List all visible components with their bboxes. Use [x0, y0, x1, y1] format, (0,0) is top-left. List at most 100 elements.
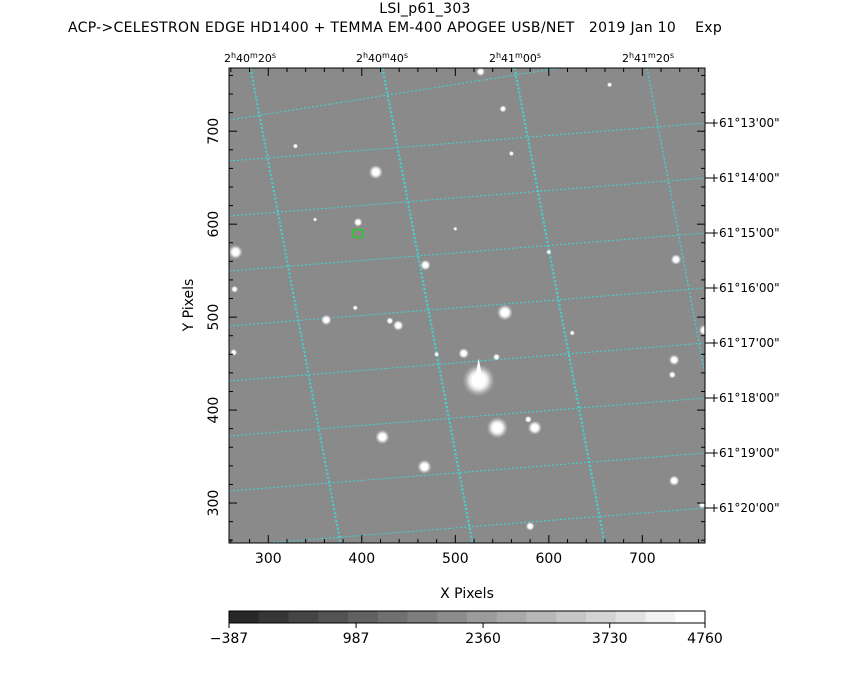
- plot-frame: [228, 67, 706, 544]
- dec-tick-label: +61°15'00": [709, 226, 780, 240]
- star: [392, 320, 404, 331]
- star: [499, 105, 507, 113]
- y-tick-label: 300: [206, 490, 222, 517]
- ra-tick-label: 2h41m00s: [489, 51, 541, 65]
- colorbar-step: [645, 611, 676, 623]
- star: [524, 415, 532, 423]
- colorbar-step: [615, 611, 646, 623]
- dec-grid-line: [229, 342, 705, 382]
- ra-grid-line: [779, 68, 850, 543]
- image-area: [229, 68, 705, 543]
- ra-tick-label: 2h40m40s: [356, 51, 408, 65]
- colorbar-step: [288, 611, 319, 623]
- star: [368, 164, 384, 180]
- colorbar-step: [229, 611, 260, 623]
- dec-tick-label: +61°14'00": [709, 171, 780, 185]
- colorbar-step: [437, 611, 468, 623]
- star: [668, 354, 680, 366]
- x-axis: 300 400 500 600 700: [230, 68, 699, 567]
- colorbar-step: [348, 611, 379, 623]
- star: [569, 330, 575, 336]
- y-tick-label: 700: [206, 118, 222, 145]
- star: [668, 475, 680, 487]
- y-tick-label: 500: [206, 304, 222, 331]
- colorbar-step: [526, 611, 557, 623]
- colorbar-step: [377, 611, 408, 623]
- star: [606, 82, 613, 88]
- dec-tick-label: +61°17'00": [709, 336, 780, 350]
- star-field: [229, 68, 705, 531]
- dec-grid-line: [229, 122, 705, 162]
- x-tick-label: 300: [255, 551, 282, 567]
- star: [462, 364, 495, 397]
- star: [419, 259, 431, 271]
- x-tick-label: 600: [535, 551, 562, 567]
- ra-tick-label: 2h41m20s: [622, 51, 674, 65]
- star: [375, 429, 390, 445]
- x-tick-label: 400: [348, 551, 375, 567]
- star: [320, 314, 332, 326]
- dec-grid-line: [229, 452, 705, 492]
- star: [698, 324, 705, 336]
- ra-grid-line: [646, 68, 705, 377]
- star: [668, 371, 676, 379]
- x-tick-label: 700: [629, 551, 656, 567]
- colorbar-step: [496, 611, 527, 623]
- star: [546, 249, 552, 255]
- target-marker: [352, 228, 364, 239]
- colorbar-step: [407, 611, 438, 623]
- colorbar-step: [467, 611, 498, 623]
- dec-grid-line: [260, 507, 705, 543]
- image-background: [229, 68, 705, 543]
- colorbar-step: [675, 611, 706, 623]
- dec-axis: +61°13'00" +61°14'00" +61°15'00" +61°16'00"…: [705, 116, 780, 515]
- star: [496, 304, 513, 321]
- star: [230, 348, 238, 357]
- colorbar-tick-label: 987: [343, 631, 370, 647]
- chart-title: LSI_p61_303: [379, 1, 471, 17]
- y-tick-label: 400: [206, 397, 222, 424]
- dec-tick-label: +61°16'00": [709, 281, 780, 295]
- star: [352, 305, 358, 311]
- star: [486, 416, 509, 439]
- star: [525, 521, 535, 531]
- colorbar-step: [586, 611, 617, 623]
- star: [417, 459, 432, 474]
- star: [433, 351, 440, 358]
- coordinate-grid: [229, 68, 850, 543]
- star: [527, 420, 542, 435]
- star: [231, 285, 239, 293]
- ra-grid-line: [514, 68, 606, 543]
- star: [492, 353, 501, 361]
- star: [458, 347, 470, 359]
- ra-grid-line: [513, 68, 605, 543]
- dec-grid-line: [229, 397, 705, 437]
- star: [670, 254, 682, 265]
- star-spike: [475, 358, 482, 375]
- star: [229, 244, 243, 260]
- star: [312, 217, 318, 222]
- x-tick-label: 500: [442, 551, 469, 567]
- ra-axis: 2h40m20s 2h40m40s 2h41m00s 2h41m20s: [224, 51, 674, 65]
- colorbar-step: [318, 611, 349, 623]
- colorbar-step: [556, 611, 587, 623]
- star: [353, 217, 363, 227]
- star: [292, 143, 299, 149]
- star: [386, 317, 394, 325]
- star: [453, 226, 458, 231]
- star: [476, 68, 486, 77]
- dec-tick-label: +61°20'00": [709, 501, 780, 515]
- colorbar-tick-label: −387: [210, 631, 248, 647]
- colorbar-step: [258, 611, 289, 623]
- x-axis-label: X Pixels: [440, 586, 494, 602]
- chart-subtitle: ACP->CELESTRON EDGE HD1400 + TEMMA EM-40…: [68, 20, 723, 36]
- colorbar-tick-label: 3730: [592, 631, 628, 647]
- star: [508, 150, 515, 157]
- colorbar-border: [228, 610, 706, 624]
- dec-grid-line: [229, 177, 705, 217]
- ra-tick-label: 2h40m20s: [224, 51, 276, 65]
- y-tick-label: 600: [206, 211, 222, 238]
- dec-grid-line: [229, 287, 705, 327]
- ra-grid-line: [249, 68, 341, 543]
